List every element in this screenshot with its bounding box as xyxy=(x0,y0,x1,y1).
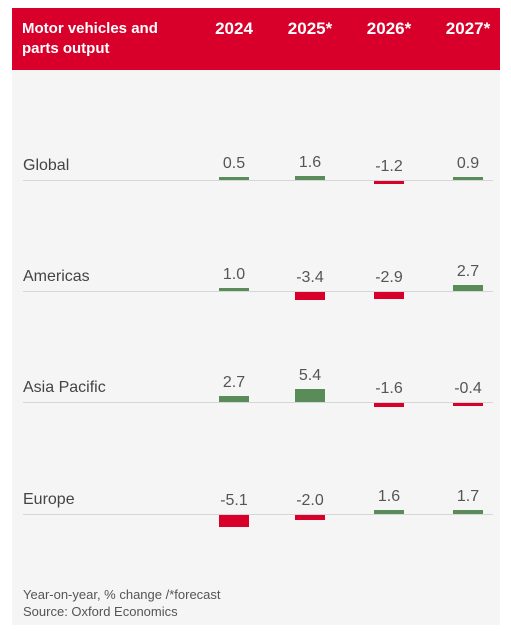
value-label: 5.4 xyxy=(298,367,322,385)
value-label: 1.6 xyxy=(298,154,322,172)
chart-title: Motor vehicles and parts output xyxy=(22,20,158,57)
row-label: Europe xyxy=(23,491,75,508)
value-label: -1.6 xyxy=(375,380,403,397)
value-label: 0.5 xyxy=(222,155,246,172)
value-bar xyxy=(374,292,404,299)
value-bar xyxy=(219,515,249,528)
row-label: Asia Pacific xyxy=(23,379,106,396)
chart-source: Source: Oxford Economics xyxy=(23,604,178,619)
column-header-4: 2027* xyxy=(445,19,491,38)
value-bar xyxy=(453,177,483,180)
row-baseline xyxy=(23,180,493,181)
value-bar xyxy=(295,292,325,301)
value-label: -5.1 xyxy=(220,492,248,509)
value-label: -1.2 xyxy=(375,158,403,175)
column-header-3: 2026* xyxy=(366,19,412,38)
row-label: Americas xyxy=(23,268,90,285)
value-label: 0.9 xyxy=(456,155,480,172)
row-baseline xyxy=(23,514,493,515)
row-baseline xyxy=(23,291,493,292)
value-label: 1.6 xyxy=(377,488,401,506)
value-label: 1.0 xyxy=(222,266,246,283)
value-label: -0.4 xyxy=(454,380,482,397)
value-bar xyxy=(374,181,404,184)
value-label: -2.0 xyxy=(296,492,324,509)
row-label: Global xyxy=(23,157,70,174)
value-bar xyxy=(219,395,249,402)
column-header-2: 2025* xyxy=(287,19,333,38)
chart-header: Motor vehicles and parts output 2024 2025… xyxy=(12,8,500,70)
value-bar xyxy=(374,403,404,407)
value-label: -3.4 xyxy=(296,269,324,286)
value-label: 2.7 xyxy=(222,373,246,391)
value-bar xyxy=(295,515,325,520)
chart-card: Motor vehicles and parts output 2024 2025… xyxy=(12,8,500,625)
value-label: 1.7 xyxy=(456,487,480,505)
value-label: -2.9 xyxy=(375,269,403,286)
value-label: 2.7 xyxy=(456,262,480,280)
column-header-1: 2024 xyxy=(215,19,253,38)
value-bar xyxy=(219,177,249,180)
value-bar xyxy=(374,510,404,514)
value-bar xyxy=(295,389,325,402)
chart-note: Year-on-year, % change /*forecast xyxy=(23,587,221,602)
value-bar xyxy=(219,288,249,291)
value-bar xyxy=(453,509,483,514)
value-bar xyxy=(453,284,483,291)
value-bar xyxy=(453,403,483,406)
value-bar xyxy=(295,176,325,180)
row-baseline xyxy=(23,402,493,403)
chart-footer: Year-on-year, % change /*forecast Source… xyxy=(23,586,221,620)
